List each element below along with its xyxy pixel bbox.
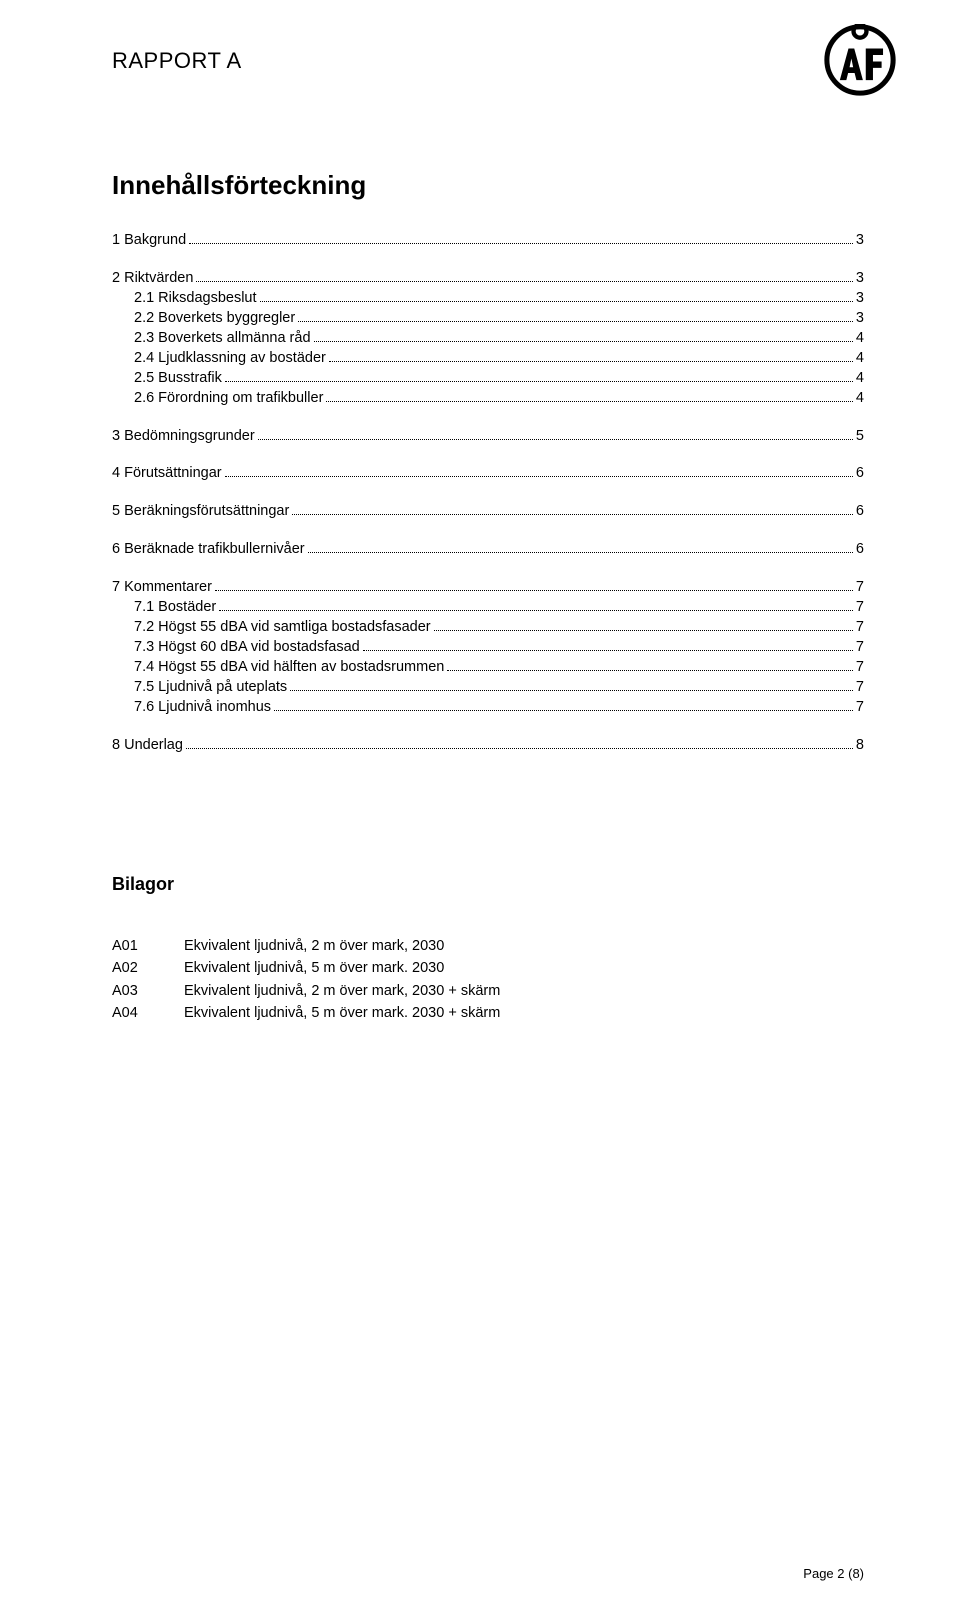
toc-entry: 2.1 Riksdagsbeslut 3 xyxy=(112,291,864,307)
toc-entry-label: 2.4 Ljudklassning av bostäder xyxy=(134,351,326,367)
toc-entry: 2.4 Ljudklassning av bostäder 4 xyxy=(112,351,864,367)
toc-entry-page: 4 xyxy=(856,391,864,407)
toc-leader xyxy=(308,545,853,554)
toc-entry: 7.4 Högst 55 dBA vid hälften av bostadsr… xyxy=(112,660,864,676)
toc-entry-label: 4 Förutsättningar xyxy=(112,466,222,482)
toc-leader xyxy=(274,702,853,711)
toc-entry-label: 2.5 Busstrafik xyxy=(134,371,222,387)
toc-leader xyxy=(290,682,853,691)
toc-leader xyxy=(314,333,853,342)
toc-entry: 5 Beräkningsförutsättningar 6 xyxy=(112,504,864,520)
attachment-description: Ekvivalent ljudnivå, 2 m över mark, 2030 xyxy=(184,935,444,957)
toc-entry-page: 7 xyxy=(856,640,864,656)
toc-entry: 2.6 Förordning om trafikbuller 4 xyxy=(112,391,864,407)
toc-entry-page: 4 xyxy=(856,371,864,387)
attachment-row: A04Ekvivalent ljudnivå, 5 m över mark. 2… xyxy=(112,1002,864,1024)
toc-leader xyxy=(189,235,853,244)
toc-leader xyxy=(260,293,853,302)
attachments-heading: Bilagor xyxy=(112,874,864,895)
page-footer: Page 2 (8) xyxy=(803,1566,864,1581)
toc-entry-label: 2.2 Boverkets byggregler xyxy=(134,311,295,327)
toc-entry-page: 7 xyxy=(856,620,864,636)
toc-entry: 8 Underlag 8 xyxy=(112,738,864,754)
toc-entry-page: 3 xyxy=(856,233,864,249)
toc-entry-page: 6 xyxy=(856,504,864,520)
toc-entry-label: 2 Riktvärden xyxy=(112,271,193,287)
attachments-list: A01Ekvivalent ljudnivå, 2 m över mark, 2… xyxy=(112,935,864,1025)
toc-heading: Innehållsförteckning xyxy=(112,170,864,201)
attachment-row: A01Ekvivalent ljudnivå, 2 m över mark, 2… xyxy=(112,935,864,957)
toc-entry-page: 3 xyxy=(856,291,864,307)
toc-entry: 6 Beräknade trafikbullernivåer 6 xyxy=(112,542,864,558)
toc-entry: 7.3 Högst 60 dBA vid bostadsfasad 7 xyxy=(112,640,864,656)
attachment-code: A04 xyxy=(112,1002,184,1024)
toc-leader xyxy=(186,740,853,749)
attachment-description: Ekvivalent ljudnivå, 5 m över mark. 2030… xyxy=(184,1002,500,1024)
toc-entry: 3 Bedömningsgrunder 5 xyxy=(112,429,864,445)
toc-entry-page: 7 xyxy=(856,700,864,716)
report-label: RAPPORT A xyxy=(112,48,864,74)
toc-entry-page: 3 xyxy=(856,271,864,287)
toc-entry: 4 Förutsättningar 6 xyxy=(112,466,864,482)
toc-leader xyxy=(219,603,853,612)
attachment-code: A02 xyxy=(112,957,184,979)
toc-entry-page: 3 xyxy=(856,311,864,327)
toc-entry-page: 7 xyxy=(856,660,864,676)
toc-entry-page: 6 xyxy=(856,542,864,558)
toc-leader xyxy=(447,662,853,671)
toc-entry-label: 7.1 Bostäder xyxy=(134,600,216,616)
toc-entry-label: 7.3 Högst 60 dBA vid bostadsfasad xyxy=(134,640,360,656)
toc-leader xyxy=(258,431,853,440)
toc-entry-label: 7.4 Högst 55 dBA vid hälften av bostadsr… xyxy=(134,660,444,676)
toc-entry: 2.5 Busstrafik 4 xyxy=(112,371,864,387)
toc-entry-label: 7.5 Ljudnivå på uteplats xyxy=(134,680,287,696)
toc-entry-page: 7 xyxy=(856,680,864,696)
company-logo xyxy=(824,24,896,96)
toc-leader xyxy=(225,373,853,382)
toc-entry-page: 8 xyxy=(856,738,864,754)
toc-leader xyxy=(292,507,853,516)
attachment-row: A03Ekvivalent ljudnivå, 2 m över mark, 2… xyxy=(112,980,864,1002)
toc-leader xyxy=(363,642,853,651)
toc-entry-page: 4 xyxy=(856,351,864,367)
toc-leader xyxy=(298,313,853,322)
toc-entry: 7.6 Ljudnivå inomhus 7 xyxy=(112,700,864,716)
toc-entry-page: 7 xyxy=(856,580,864,596)
attachment-description: Ekvivalent ljudnivå, 5 m över mark. 2030 xyxy=(184,957,444,979)
table-of-contents: 1 Bakgrund32 Riktvärden32.1 Riksdagsbesl… xyxy=(112,233,864,754)
toc-leader xyxy=(215,583,853,592)
toc-entry-page: 6 xyxy=(856,466,864,482)
toc-leader xyxy=(225,469,853,478)
toc-leader xyxy=(326,393,853,402)
toc-entry: 7 Kommentarer 7 xyxy=(112,580,864,596)
toc-entry-page: 4 xyxy=(856,331,864,347)
toc-entry-label: 3 Bedömningsgrunder xyxy=(112,429,255,445)
toc-entry-page: 7 xyxy=(856,600,864,616)
attachment-code: A03 xyxy=(112,980,184,1002)
toc-leader xyxy=(434,622,853,631)
toc-entry: 1 Bakgrund 3 xyxy=(112,233,864,249)
toc-entry: 2 Riktvärden 3 xyxy=(112,271,864,287)
toc-entry-label: 7.6 Ljudnivå inomhus xyxy=(134,700,271,716)
attachment-description: Ekvivalent ljudnivå, 2 m över mark, 2030… xyxy=(184,980,500,1002)
toc-entry-label: 7 Kommentarer xyxy=(112,580,212,596)
toc-entry-label: 8 Underlag xyxy=(112,738,183,754)
toc-entry-label: 1 Bakgrund xyxy=(112,233,186,249)
toc-entry-label: 5 Beräkningsförutsättningar xyxy=(112,504,289,520)
toc-entry-label: 2.1 Riksdagsbeslut xyxy=(134,291,257,307)
toc-entry-label: 2.6 Förordning om trafikbuller xyxy=(134,391,323,407)
attachment-row: A02Ekvivalent ljudnivå, 5 m över mark. 2… xyxy=(112,957,864,979)
toc-leader xyxy=(196,273,853,282)
toc-entry-label: 7.2 Högst 55 dBA vid samtliga bostadsfas… xyxy=(134,620,431,636)
toc-entry-label: 2.3 Boverkets allmänna råd xyxy=(134,331,311,347)
toc-leader xyxy=(329,353,853,362)
toc-entry-page: 5 xyxy=(856,429,864,445)
attachment-code: A01 xyxy=(112,935,184,957)
toc-entry: 2.3 Boverkets allmänna råd 4 xyxy=(112,331,864,347)
toc-entry: 7.5 Ljudnivå på uteplats 7 xyxy=(112,680,864,696)
toc-entry-label: 6 Beräknade trafikbullernivåer xyxy=(112,542,305,558)
toc-entry: 7.1 Bostäder 7 xyxy=(112,600,864,616)
toc-entry: 2.2 Boverkets byggregler 3 xyxy=(112,311,864,327)
toc-entry: 7.2 Högst 55 dBA vid samtliga bostadsfas… xyxy=(112,620,864,636)
